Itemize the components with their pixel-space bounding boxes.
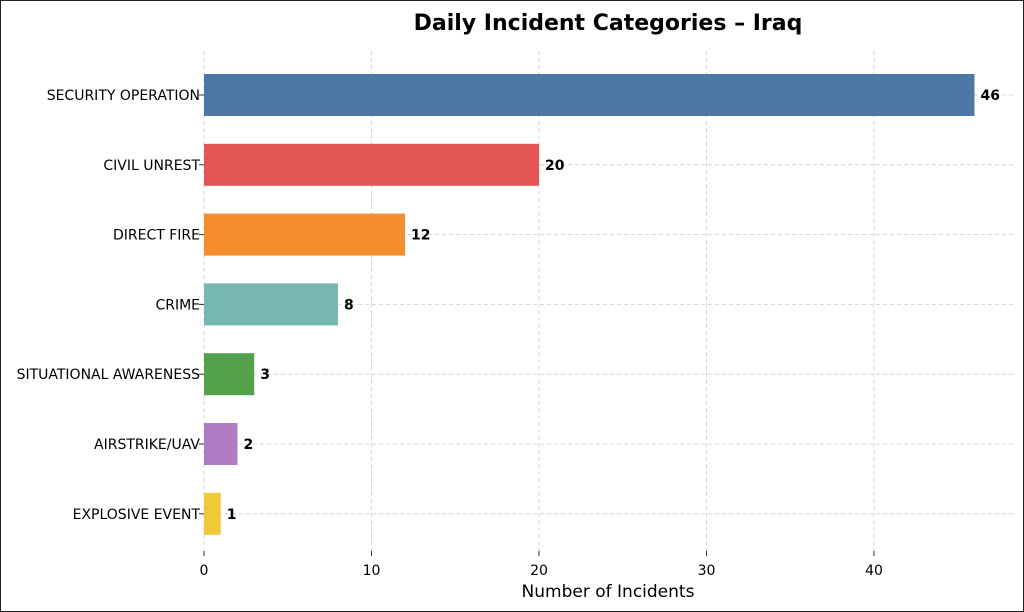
category-label: DIRECT FIRE <box>113 228 200 244</box>
chart-title: Daily Incident Categories – Iraq <box>414 11 803 36</box>
category-label: CRIME <box>155 297 200 313</box>
bar-value-label: 20 <box>545 158 565 174</box>
x-tick-label: 10 <box>363 563 381 579</box>
bar-value-label: 12 <box>411 228 430 244</box>
category-label: SITUATIONAL AWARENESS <box>17 367 201 383</box>
bar <box>204 283 338 326</box>
x-tick-label: 0 <box>200 563 209 579</box>
category-label: CIVIL UNREST <box>103 158 200 174</box>
bar <box>204 423 238 465</box>
bar <box>204 213 405 256</box>
bar-value-label: 2 <box>243 437 253 453</box>
bar-value-label: 8 <box>344 297 354 313</box>
bars <box>204 74 975 535</box>
bar <box>204 492 221 535</box>
bar <box>204 353 255 396</box>
x-tick-label: 40 <box>865 563 883 579</box>
bar <box>204 74 975 116</box>
x-axis-label: Number of Incidents <box>522 582 695 602</box>
category-labels: SECURITY OPERATION CIVIL UNREST DIRECT FIR… <box>17 88 204 523</box>
bar <box>204 143 539 186</box>
category-label: EXPLOSIVE EVENT <box>73 507 201 523</box>
x-axis-ticks: 0 10 20 30 40 <box>200 551 883 579</box>
category-label: AIRSTRIKE/UAV <box>94 437 200 453</box>
x-tick-label: 20 <box>530 563 548 579</box>
category-label: SECURITY OPERATION <box>47 88 200 104</box>
bar-value-label: 1 <box>227 507 237 523</box>
x-tick-label: 30 <box>698 563 716 579</box>
value-labels: 46 20 12 8 3 2 1 <box>227 88 1000 523</box>
bar-value-label: 46 <box>980 88 999 104</box>
bar-value-label: 3 <box>260 367 270 383</box>
